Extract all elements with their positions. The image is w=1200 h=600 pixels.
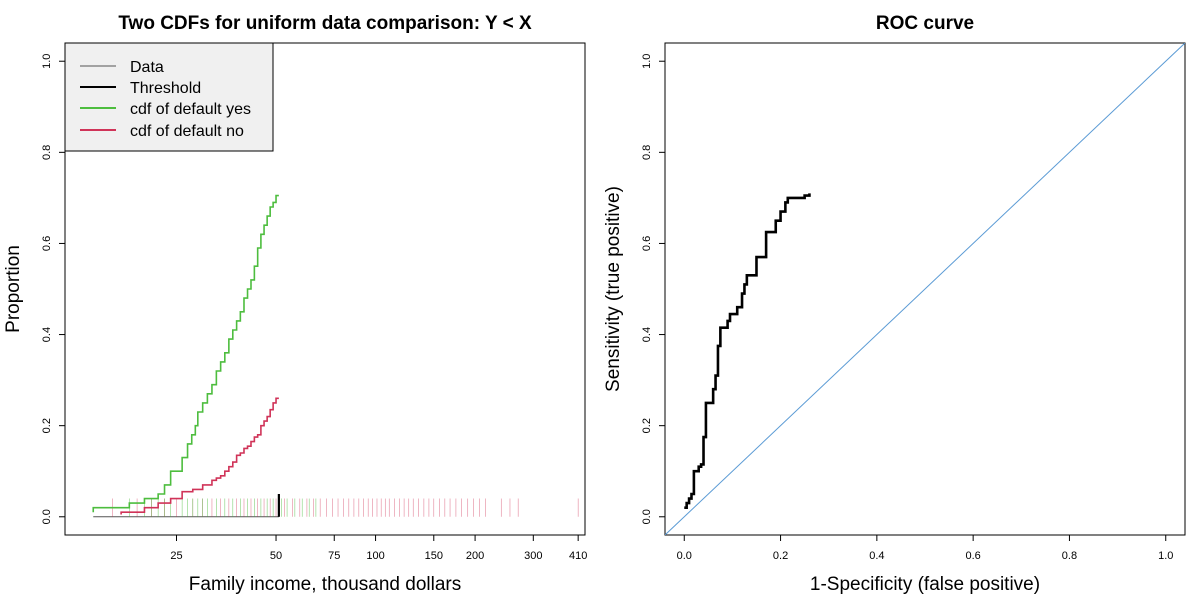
left-chart-title: Two CDFs for uniform data comparison: Y … (118, 13, 532, 34)
right-x-axis-title: 1-Specificity (false positive) (810, 574, 1040, 595)
left-x-tick-label: 410 (569, 550, 587, 562)
left-y-tick-label: 0.2 (41, 418, 53, 433)
right-x-tick-label: 0.8 (1062, 550, 1077, 562)
left-chart: Two CDFs for uniform data comparison: Y … (3, 13, 587, 595)
right-x-tick-label: 0.0 (677, 550, 692, 562)
right-y-tick-label: 0.2 (641, 418, 653, 433)
roc-diagonal (665, 43, 1185, 535)
legend-label-data: Data (130, 59, 164, 76)
right-chart-title: ROC curve (876, 13, 974, 34)
right-y-tick-label: 0.6 (641, 236, 653, 251)
left-y-tick-label: 1.0 (41, 54, 53, 69)
left-y-axis-title: Proportion (3, 245, 24, 333)
left-x-tick-label: 200 (466, 550, 484, 562)
left-plot-frame (64, 42, 586, 536)
left-y-tick-label: 0.8 (41, 145, 53, 160)
right-y-tick-label: 0.0 (641, 509, 653, 524)
legend-label-no: cdf of default no (130, 123, 244, 140)
left-legend: Data Threshold cdf of default yes cdf of… (64, 42, 274, 152)
right-chart: ROC curve 0.0 0.2 0.4 0.6 0.8 1.0 0.00.20.40.… (603, 13, 1186, 595)
right-x-tick-label: 0.6 (965, 550, 980, 562)
left-x-tick-label: 150 (425, 550, 443, 562)
left-y-tick-label: 0.0 (41, 509, 53, 524)
right-y-axis: 0.0 0.2 0.4 0.6 0.8 1.0 (641, 54, 665, 524)
right-plot-area (665, 43, 1185, 535)
right-x-tick-label: 0.2 (773, 550, 788, 562)
legend-box (64, 42, 274, 152)
right-x-tick-label: 1.0 (1158, 550, 1173, 562)
right-y-tick-label: 0.4 (641, 327, 653, 342)
right-x-tick-label: 0.4 (869, 550, 884, 562)
left-x-axis: 25 50 75 100 150 200 300 410 (170, 535, 587, 562)
left-y-axis: 0.0 0.2 0.4 0.6 0.8 1.0 (41, 54, 65, 524)
left-plot-area (92, 194, 579, 518)
right-y-tick-label: 1.0 (641, 54, 653, 69)
left-x-axis-title: Family income, thousand dollars (189, 574, 461, 595)
left-x-tick-label: 50 (270, 550, 282, 562)
left-y-tick-label: 0.6 (41, 236, 53, 251)
right-y-axis-title: Sensitivity (true positive) (603, 186, 624, 392)
left-y-tick-label: 0.4 (41, 327, 53, 342)
right-y-tick-label: 0.8 (641, 145, 653, 160)
roc-curve (684, 193, 811, 509)
right-plot-frame (664, 42, 1186, 536)
cdf-yes-line (92, 194, 279, 513)
left-x-tick-label: 100 (366, 550, 384, 562)
legend-label-yes: cdf of default yes (130, 101, 251, 118)
legend-label-threshold: Threshold (130, 80, 201, 97)
left-x-tick-label: 300 (524, 550, 542, 562)
left-x-tick-label: 75 (328, 550, 340, 562)
left-x-tick-label: 25 (170, 550, 182, 562)
cdf-no-line (120, 397, 279, 515)
right-x-axis: 0.0 0.2 0.4 0.6 0.8 1.0 (677, 535, 1173, 562)
